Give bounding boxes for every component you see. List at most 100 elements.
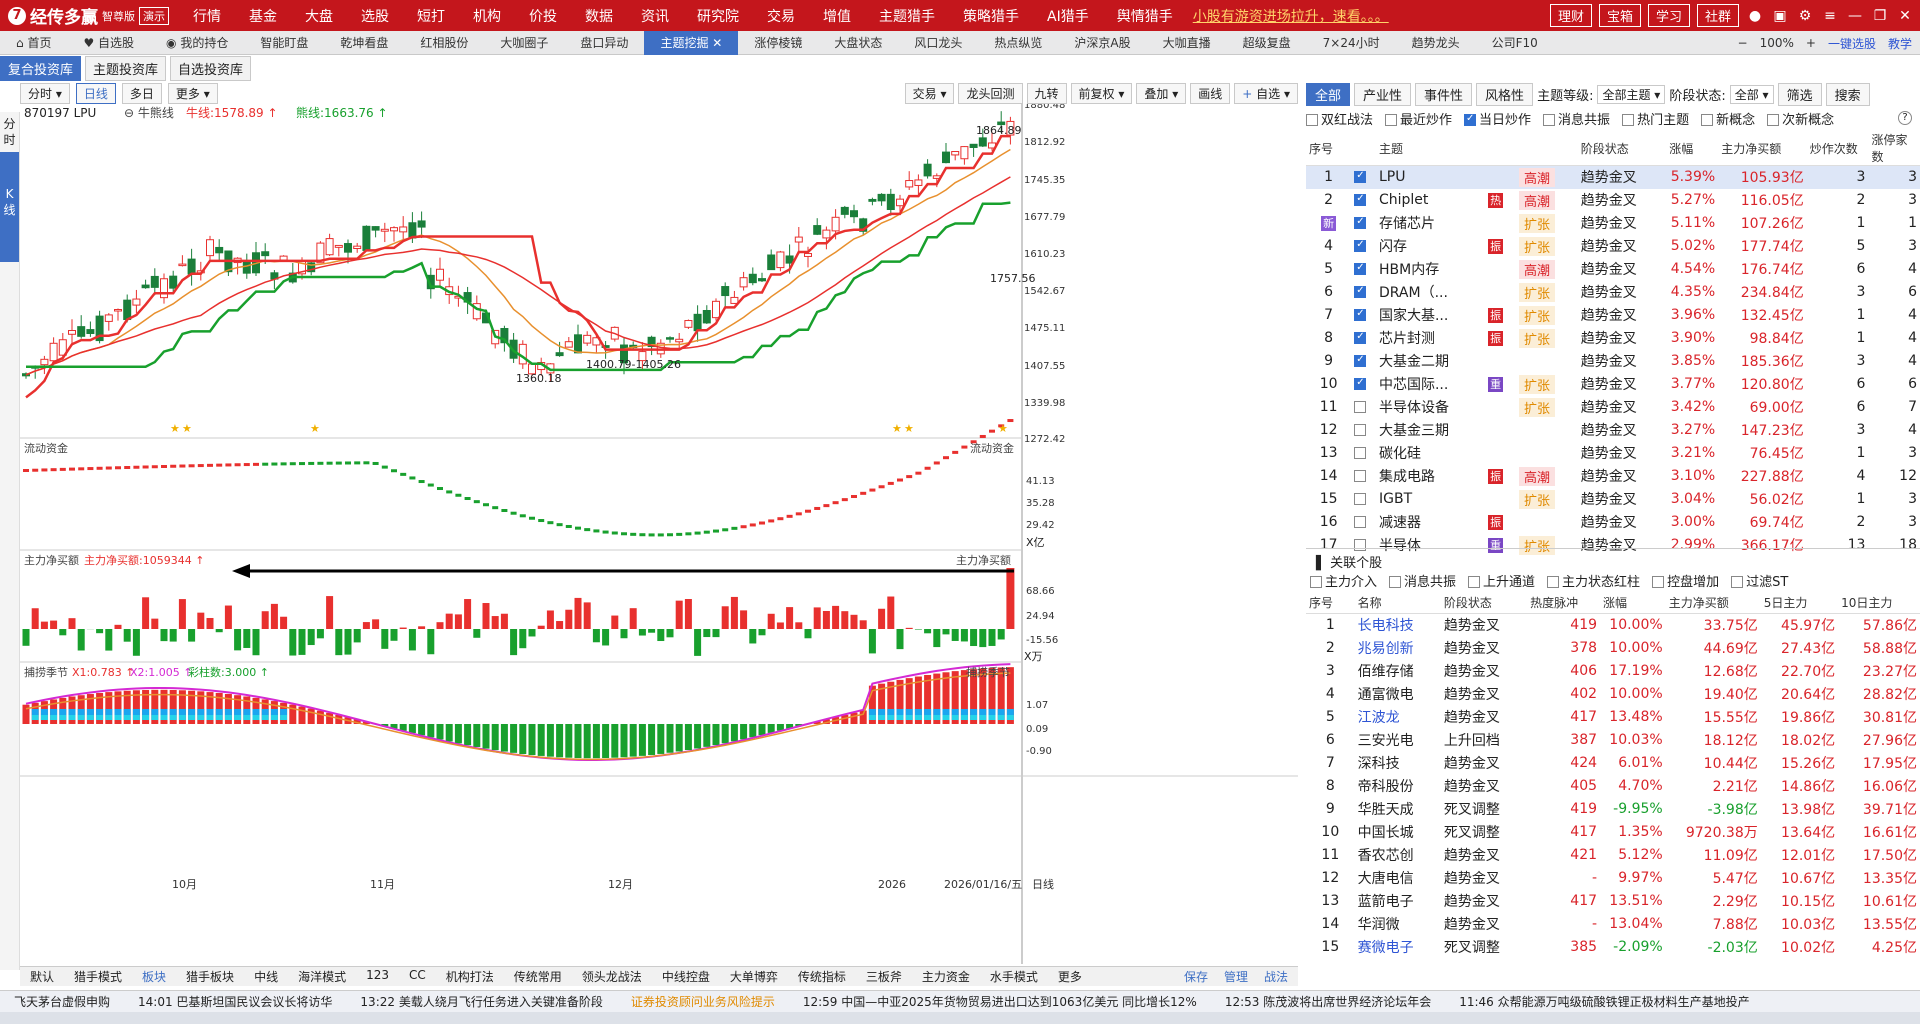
theme-row[interactable]: 11 半导体设备 扩张 趋势金叉 3.42% 69.00亿 6 7 bbox=[1306, 396, 1920, 419]
template-14[interactable]: 三板斧 bbox=[865, 970, 902, 984]
theme-name[interactable]: 半导体 bbox=[1378, 538, 1421, 554]
checkbox-icon[interactable] bbox=[1354, 401, 1367, 413]
checkbox-icon[interactable] bbox=[1354, 470, 1367, 482]
ticker-item[interactable]: 12:59 中国—中亚2025年货物贸易进出口达到1063亿美元 同比增长12% bbox=[802, 995, 1197, 1009]
theme-col-1[interactable] bbox=[1351, 131, 1376, 166]
period-timeshare-button[interactable]: 分时 ▾ bbox=[20, 82, 70, 104]
menu-item-4[interactable]: 短打 bbox=[417, 8, 445, 25]
filter-3[interactable]: 消息共振 bbox=[1543, 109, 1610, 128]
settings-icon[interactable]: ⚙ bbox=[1798, 7, 1812, 24]
filter-0[interactable]: 双红战法 bbox=[1306, 109, 1373, 128]
theme-name[interactable]: 国家大基... bbox=[1378, 308, 1449, 324]
theme-name[interactable]: 存储芯片 bbox=[1378, 216, 1435, 232]
overlay-button[interactable]: 叠加 ▾ bbox=[1136, 82, 1187, 104]
theme-name[interactable]: 碳化硅 bbox=[1378, 446, 1421, 462]
related-name[interactable]: 大唐电信 bbox=[1357, 870, 1414, 887]
related-name[interactable]: 通富微电 bbox=[1357, 686, 1414, 703]
menu-item-8[interactable]: 资讯 bbox=[641, 8, 669, 25]
oneclick-select-link[interactable]: 一键选股 bbox=[1827, 36, 1876, 51]
theme-name[interactable]: IGBT bbox=[1378, 491, 1413, 507]
tab-13[interactable]: 沪深京A股 bbox=[1058, 31, 1146, 55]
menu-item-11[interactable]: 增值 bbox=[823, 8, 851, 25]
menu-shequn-button[interactable]: 社群 bbox=[1696, 4, 1739, 27]
theme-check[interactable] bbox=[1351, 281, 1376, 304]
template-5[interactable]: 海洋模式 bbox=[298, 970, 347, 984]
filter-button[interactable]: 筛选 bbox=[1777, 82, 1822, 106]
backtest-button[interactable]: 龙头回测 bbox=[958, 82, 1023, 104]
related-filter-2[interactable]: 上升通道 bbox=[1468, 571, 1535, 590]
tab-14[interactable]: 大咖直播 bbox=[1147, 31, 1227, 55]
theme-col-8[interactable]: 炒作次数 bbox=[1806, 131, 1869, 166]
checkbox-icon[interactable] bbox=[1701, 113, 1714, 126]
theme-col-9[interactable]: 涨停家数 bbox=[1868, 131, 1920, 166]
checkbox-icon[interactable] bbox=[1547, 575, 1560, 588]
restore-icon[interactable]: ❐ bbox=[1873, 7, 1887, 24]
theme-name[interactable]: 中芯国际... bbox=[1378, 377, 1449, 393]
tab-7[interactable]: 盘口异动 bbox=[564, 31, 644, 55]
checkbox-icon[interactable] bbox=[1354, 493, 1367, 505]
theme-check[interactable] bbox=[1351, 212, 1376, 235]
tab-10[interactable]: 大盘状态 bbox=[818, 31, 898, 55]
theme-col-7[interactable]: 主力净买额 bbox=[1718, 131, 1807, 166]
template-4[interactable]: 中线 bbox=[254, 970, 279, 984]
user-icon[interactable]: ● bbox=[1748, 7, 1762, 24]
related-col-2[interactable]: 阶段状态 bbox=[1440, 593, 1528, 614]
ticker-item[interactable]: 13:22 美载人绕月飞行任务进入关键准备阶段 bbox=[360, 995, 603, 1009]
subtab-custom[interactable]: 自选投资库 bbox=[170, 55, 252, 81]
app-logo[interactable]: 7 经传多赢 智尊版 演示 bbox=[0, 3, 179, 28]
checkbox-icon[interactable] bbox=[1354, 447, 1367, 459]
checkbox-icon[interactable] bbox=[1354, 331, 1367, 344]
minimize-icon[interactable]: — bbox=[1848, 7, 1862, 24]
template-11[interactable]: 中线控盘 bbox=[661, 970, 710, 984]
template-9[interactable]: 传统常用 bbox=[513, 970, 562, 984]
adjust-button[interactable]: 前复权 ▾ bbox=[1070, 82, 1133, 104]
tab-18[interactable]: 公司F10 bbox=[1476, 31, 1554, 55]
menu-licai-button[interactable]: 理财 bbox=[1549, 4, 1592, 27]
related-name[interactable]: 长电科技 bbox=[1357, 617, 1414, 634]
theme-name[interactable]: Chiplet bbox=[1378, 192, 1429, 208]
ticker-item[interactable]: 飞天茅台虚假申购 bbox=[14, 995, 111, 1009]
checkbox-icon[interactable] bbox=[1385, 113, 1398, 126]
menu-item-5[interactable]: 机构 bbox=[473, 8, 501, 25]
theme-row[interactable]: 13 碳化硅 趋势金叉 3.21% 76.45亿 1 3 bbox=[1306, 442, 1920, 465]
menu-alert-link[interactable]: 小股有游资进场拉升，速看。。。 bbox=[1192, 8, 1389, 25]
related-col-0[interactable]: 序号 bbox=[1306, 593, 1355, 614]
menu-item-2[interactable]: 大盘 bbox=[305, 8, 333, 25]
related-name[interactable]: 中国长城 bbox=[1357, 824, 1414, 841]
theme-name[interactable]: HBM内存 bbox=[1378, 262, 1440, 278]
trade-button[interactable]: 交易 ▾ bbox=[904, 82, 955, 104]
manage-template-button[interactable]: 管理 bbox=[1223, 970, 1248, 984]
template-1[interactable]: 猎手模式 bbox=[74, 970, 123, 984]
related-row[interactable]: 6 三安光电 上升回档 387 10.03% 18.12亿 18.02亿 27.96亿 bbox=[1306, 728, 1920, 751]
tab-6[interactable]: 大咖圈子 bbox=[484, 31, 564, 55]
draw-button[interactable]: 画线 bbox=[1190, 82, 1231, 104]
checkbox-icon[interactable] bbox=[1354, 377, 1367, 390]
help-icon[interactable]: ? bbox=[1898, 111, 1912, 125]
checkbox-icon[interactable] bbox=[1354, 516, 1367, 528]
period-daily-button[interactable]: 日线 bbox=[75, 82, 116, 104]
checkbox-icon[interactable] bbox=[1354, 424, 1367, 436]
theme-check[interactable] bbox=[1351, 304, 1376, 327]
checkbox-icon[interactable] bbox=[1543, 113, 1556, 126]
theme-name[interactable]: 闪存 bbox=[1378, 239, 1407, 255]
theme-row[interactable]: 14 集成电路 振高潮 趋势金叉 3.10% 227.88亿 4 12 bbox=[1306, 465, 1920, 488]
related-name[interactable]: 帝科股份 bbox=[1357, 778, 1414, 795]
theme-name[interactable]: 半导体设备 bbox=[1378, 400, 1449, 416]
related-name[interactable]: 华胜天成 bbox=[1357, 801, 1414, 818]
tab-2[interactable]: ◉ 我的持仓 bbox=[150, 31, 244, 55]
tab-close-icon[interactable]: ✕ bbox=[708, 35, 723, 50]
template-7[interactable]: CC bbox=[409, 968, 426, 982]
theme-tab-industry[interactable]: 产业性 bbox=[1354, 82, 1412, 106]
menu-item-12[interactable]: 主题猎手 bbox=[879, 8, 935, 25]
tab-15[interactable]: 超级复盘 bbox=[1227, 31, 1307, 55]
menu-xuexi-button[interactable]: 学习 bbox=[1647, 4, 1690, 27]
theme-row[interactable]: 12 大基金三期 趋势金叉 3.27% 147.23亿 3 4 bbox=[1306, 419, 1920, 442]
theme-check[interactable] bbox=[1351, 350, 1376, 373]
theme-col-5[interactable]: 阶段状态 bbox=[1577, 131, 1667, 166]
checkbox-icon[interactable] bbox=[1354, 216, 1367, 229]
theme-tab-style[interactable]: 风格性 bbox=[1476, 82, 1534, 106]
theme-check[interactable] bbox=[1351, 511, 1376, 534]
add-watchlist-button[interactable]: + 自选 ▾ bbox=[1234, 82, 1298, 104]
theme-col-2[interactable]: 主题 bbox=[1375, 131, 1486, 166]
